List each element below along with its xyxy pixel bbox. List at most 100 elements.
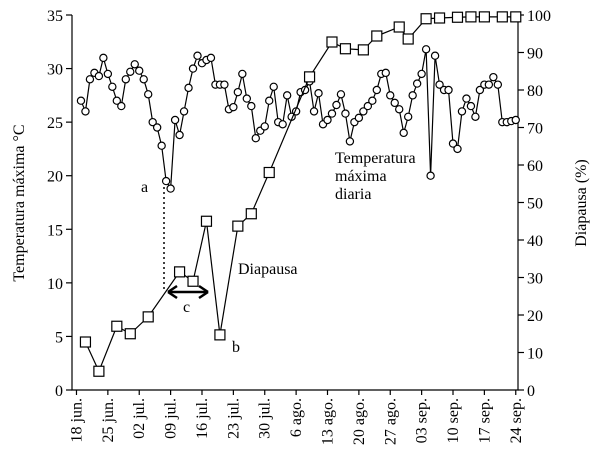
circle-marker <box>112 96 122 105</box>
y-tick-label: 35 <box>47 8 63 25</box>
y2-tick-label: 10 <box>527 346 543 363</box>
circle-marker <box>76 96 86 105</box>
y-tick-label: 25 <box>47 115 63 132</box>
square-marker <box>79 336 92 348</box>
circle-marker <box>99 53 108 63</box>
y2-axis-label: Diapausa (%) <box>573 159 590 247</box>
circle-marker <box>359 107 368 116</box>
y-axis-label: Temperatura máxima °C <box>11 124 28 281</box>
circle-marker <box>238 69 247 79</box>
annotation: b <box>232 339 240 356</box>
square-marker <box>357 44 369 56</box>
circle-marker <box>403 112 413 121</box>
circle-marker <box>471 112 480 121</box>
square-marker <box>173 266 186 278</box>
x-tick-label: 27 ago. <box>382 398 399 445</box>
circle-marker <box>457 107 467 116</box>
y2-tick-label: 90 <box>527 46 543 63</box>
square-marker <box>232 220 244 232</box>
square-marker <box>402 33 414 45</box>
square-marker <box>93 365 105 377</box>
x-tick-label: 18 jun. <box>68 398 85 442</box>
circle-marker <box>130 60 139 69</box>
y-tick-label: 5 <box>55 329 63 346</box>
y-tick-label: 30 <box>47 62 63 79</box>
circle-marker <box>336 90 346 99</box>
circle-marker <box>170 115 180 125</box>
square-marker <box>111 320 123 332</box>
circle-marker <box>327 109 337 118</box>
x-tick-label: 30 jul. <box>257 398 274 439</box>
y2-tick-label: 40 <box>527 233 543 250</box>
circle-marker <box>188 64 198 73</box>
circle-marker <box>395 105 404 114</box>
annotation: Diapausa <box>238 261 298 278</box>
circle-marker <box>175 130 184 140</box>
x-tick-label: 03 sep. <box>414 398 431 443</box>
circle-marker <box>372 85 382 95</box>
y-tick-label: 20 <box>47 169 63 186</box>
circle-marker <box>453 144 462 154</box>
square-marker <box>451 11 464 23</box>
circle-marker <box>94 71 104 81</box>
circle-marker <box>282 91 292 100</box>
circle-marker <box>489 72 498 82</box>
circle-marker <box>412 79 422 88</box>
circle-marker <box>260 122 269 131</box>
circle-marker <box>139 75 148 84</box>
circle-marker <box>390 98 399 108</box>
x-tick-label: 6 ago. <box>288 398 305 437</box>
circle-marker <box>341 109 350 118</box>
x-tick-label: 25 jun. <box>100 398 117 442</box>
x-tick-label: 17 sep. <box>476 398 493 443</box>
square-marker <box>496 11 508 23</box>
y2-tick-label: 80 <box>527 83 543 100</box>
circle-marker <box>345 137 355 146</box>
square-marker <box>465 11 477 23</box>
annotation: máxima <box>335 168 387 185</box>
annotation: Temperatura <box>335 150 416 167</box>
double-arrow <box>167 284 209 300</box>
circle-marker <box>161 176 171 186</box>
circle-marker <box>381 68 390 78</box>
square-marker <box>393 21 405 33</box>
circle-marker <box>117 101 126 111</box>
x-tick-label: 10 sep. <box>445 398 462 443</box>
square-marker <box>433 12 446 24</box>
circle-marker <box>152 123 162 132</box>
annotation: diaria <box>335 186 371 203</box>
circle-marker <box>421 45 431 54</box>
circle-marker <box>323 115 332 125</box>
circle-marker <box>144 90 153 99</box>
circle-marker <box>135 66 144 75</box>
circle-marker <box>166 184 175 193</box>
circle-marker <box>247 101 256 111</box>
circle-marker <box>354 113 364 123</box>
square-marker <box>245 208 257 220</box>
circle-marker <box>484 80 494 89</box>
circle-marker <box>462 94 471 103</box>
square-marker <box>420 13 432 25</box>
square-marker <box>510 11 522 23</box>
circle-marker <box>448 139 458 148</box>
circle-marker <box>220 80 229 89</box>
annotation: a <box>141 179 148 196</box>
y2-tick-label: 50 <box>527 196 543 213</box>
circle-marker <box>511 115 520 125</box>
circle-marker <box>184 83 193 93</box>
square-marker <box>214 329 226 341</box>
circle-marker <box>103 69 113 79</box>
circle-marker <box>126 67 135 76</box>
circle-marker <box>251 134 260 143</box>
x-tick-label: 13 ago. <box>319 398 336 445</box>
circle-marker <box>278 120 287 129</box>
y-tick-label: 15 <box>47 222 63 239</box>
y2-tick-label: 0 <box>527 383 535 400</box>
circle-marker <box>229 102 238 112</box>
circle-marker <box>475 85 485 95</box>
annotation: c <box>183 299 190 316</box>
circle-marker <box>444 85 453 95</box>
y2-tick-label: 60 <box>527 158 543 175</box>
circle-marker <box>309 107 319 116</box>
